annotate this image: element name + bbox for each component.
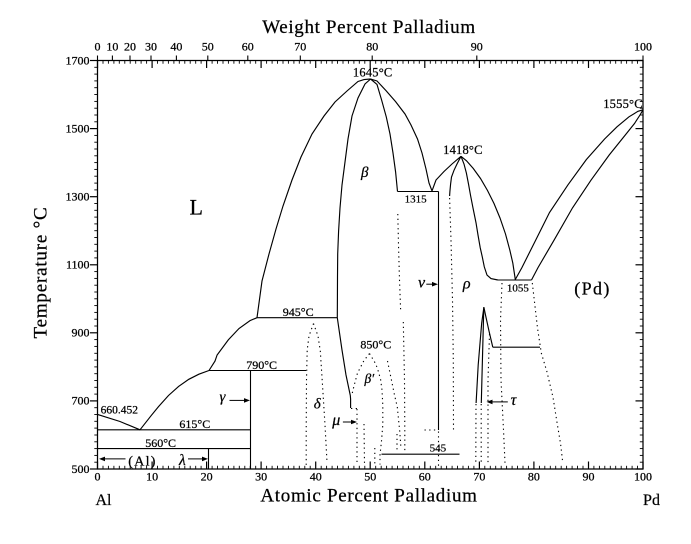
svg-text:790°C: 790°C: [246, 358, 277, 372]
svg-text:Weight Percent Palladium: Weight Percent Palladium: [262, 17, 476, 38]
svg-text:100: 100: [634, 470, 652, 484]
svg-text:(Al): (Al): [128, 455, 157, 470]
svg-text:1100: 1100: [66, 258, 90, 272]
svg-text:(Pd): (Pd): [574, 279, 611, 300]
svg-text:80: 80: [528, 470, 540, 484]
svg-text:60: 60: [419, 470, 431, 484]
svg-text:ν: ν: [418, 275, 426, 292]
svg-text:10: 10: [106, 40, 118, 54]
svg-text:900: 900: [72, 326, 90, 340]
svg-text:30: 30: [255, 470, 267, 484]
svg-text:90: 90: [471, 40, 483, 54]
svg-text:γ: γ: [219, 390, 226, 406]
svg-text:100: 100: [634, 40, 652, 54]
svg-text:60: 60: [242, 40, 254, 54]
svg-text:Temperature °C: Temperature °C: [31, 207, 52, 339]
svg-text:ρ: ρ: [462, 276, 471, 293]
svg-text:10: 10: [146, 470, 158, 484]
svg-text:0: 0: [95, 470, 101, 484]
svg-text:660.452: 660.452: [101, 405, 139, 417]
svg-text:615°C: 615°C: [179, 417, 210, 431]
svg-text:λ: λ: [178, 452, 186, 469]
svg-text:500: 500: [72, 462, 90, 476]
svg-text:β′: β′: [364, 371, 376, 386]
svg-text:20: 20: [201, 470, 213, 484]
svg-text:Atomic Percent Palladium: Atomic Percent Palladium: [260, 486, 477, 507]
svg-text:20: 20: [124, 40, 136, 54]
svg-text:80: 80: [366, 40, 378, 54]
svg-text:μ: μ: [331, 412, 340, 429]
svg-text:30: 30: [145, 40, 157, 54]
svg-text:1315: 1315: [405, 194, 428, 206]
svg-text:545: 545: [430, 443, 447, 455]
svg-text:1055: 1055: [507, 283, 530, 295]
svg-text:1700: 1700: [66, 53, 90, 67]
svg-text:1645°C: 1645°C: [353, 66, 393, 80]
svg-text:0: 0: [95, 40, 101, 54]
svg-text:50: 50: [202, 40, 214, 54]
svg-text:70: 70: [294, 40, 306, 54]
svg-text:850°C: 850°C: [360, 338, 391, 352]
svg-text:560°C: 560°C: [145, 436, 176, 450]
svg-text:Al: Al: [96, 492, 113, 509]
svg-text:70: 70: [473, 470, 485, 484]
svg-text:1555°C: 1555°C: [603, 97, 643, 111]
svg-text:1418°C: 1418°C: [443, 143, 483, 157]
svg-text:1300: 1300: [66, 190, 90, 204]
svg-text:50: 50: [364, 470, 376, 484]
svg-text:τ: τ: [511, 392, 518, 409]
svg-text:1500: 1500: [66, 121, 90, 135]
svg-text:700: 700: [72, 394, 90, 408]
svg-text:β: β: [360, 165, 369, 181]
svg-text:δ: δ: [314, 397, 322, 413]
svg-text:Pd: Pd: [643, 492, 660, 509]
svg-text:L: L: [189, 194, 202, 219]
svg-text:40: 40: [310, 470, 322, 484]
svg-text:90: 90: [583, 470, 595, 484]
svg-text:945°C: 945°C: [283, 305, 314, 319]
svg-text:40: 40: [170, 40, 182, 54]
